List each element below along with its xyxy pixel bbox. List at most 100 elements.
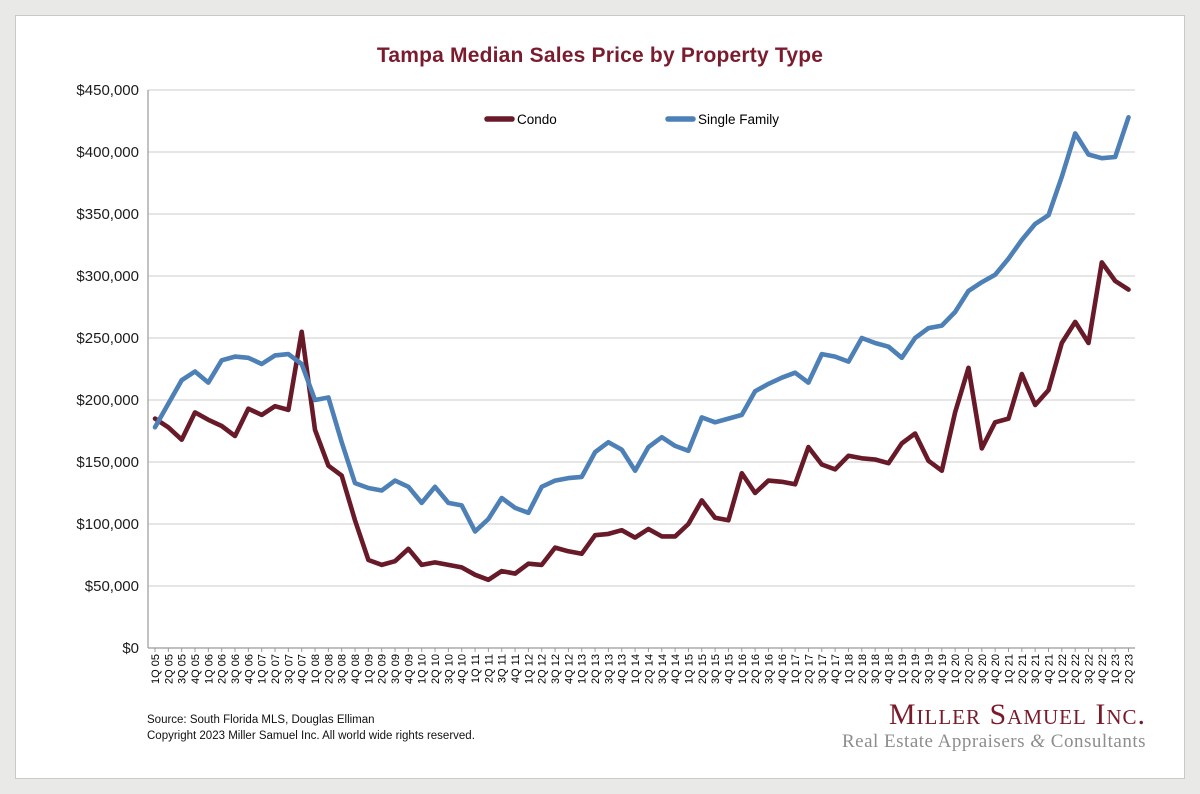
x-axis-label: 1Q 10 <box>417 654 429 684</box>
x-axis-label: 1Q 16 <box>737 654 749 684</box>
x-axis-label: 1Q 18 <box>843 654 855 684</box>
chart-footnote: Source: South Florida MLS, Douglas Ellim… <box>147 712 475 744</box>
x-axis-label: 4Q 12 <box>563 654 575 684</box>
x-axis-label: 3Q 05 <box>177 654 189 684</box>
x-axis-label: 2Q 14 <box>643 654 655 684</box>
x-axis-label: 3Q 22 <box>1083 654 1095 684</box>
x-axis-label: 1Q 07 <box>257 654 269 684</box>
x-axis-label: 3Q 07 <box>283 654 295 684</box>
x-axis-label: 2Q 08 <box>323 654 335 684</box>
x-axis-label: 3Q 17 <box>817 654 829 684</box>
x-axis-label: 1Q 08 <box>310 654 322 684</box>
x-axis-label: 2Q 23 <box>1124 654 1136 684</box>
x-axis-label: 2Q 20 <box>963 654 975 684</box>
x-axis-label: 2Q 10 <box>430 654 442 684</box>
chart-card <box>15 15 1185 779</box>
y-axis-label: $400,000 <box>76 144 139 161</box>
x-axis-label: 3Q 19 <box>923 654 935 684</box>
x-axis-label: 3Q 11 <box>497 654 509 683</box>
x-axis-label: 1Q 15 <box>683 654 695 684</box>
x-axis-label: 4Q 19 <box>937 654 949 684</box>
x-axis-label: 4Q 21 <box>1043 654 1055 684</box>
logo-tagline: Real Estate Appraisers & Consultants <box>842 730 1146 754</box>
y-axis-label: $0 <box>122 640 139 657</box>
x-axis-label: 1Q 17 <box>790 654 802 684</box>
miller-samuel-logo: Miller Samuel Inc. Real Estate Appraiser… <box>842 700 1146 754</box>
y-axis-label: $350,000 <box>76 206 139 223</box>
x-axis-label: 1Q 23 <box>1110 654 1122 684</box>
x-axis-label: 4Q 11 <box>510 654 522 683</box>
series-line-single-family <box>152 115 1131 534</box>
x-axis-label: 3Q 20 <box>977 654 989 684</box>
x-axis-label: 2Q 11 <box>483 654 495 683</box>
x-axis-label: 3Q 13 <box>603 654 615 684</box>
legend-label-single-family: Single Family <box>698 112 779 127</box>
x-axis-label: 2Q 07 <box>270 654 282 684</box>
legend-label-condo: Condo <box>517 112 557 127</box>
x-axis-label: 2Q 09 <box>377 654 389 684</box>
y-axis-label: $450,000 <box>76 82 139 99</box>
x-axis-label: 4Q 15 <box>723 654 735 684</box>
x-axis-label: 1Q 11 <box>470 654 482 683</box>
x-axis-label: 2Q 15 <box>697 654 709 684</box>
y-axis-label: $100,000 <box>76 516 139 533</box>
x-axis-label: 3Q 08 <box>337 654 349 684</box>
x-axis-label: 3Q 06 <box>230 654 242 684</box>
x-axis-label: 3Q 12 <box>550 654 562 684</box>
x-axis-label: 3Q 15 <box>710 654 722 684</box>
x-axis-label: 4Q 16 <box>777 654 789 684</box>
x-axis-label: 2Q 22 <box>1070 654 1082 684</box>
x-axis-label: 2Q 18 <box>857 654 869 684</box>
chart-title: Tampa Median Sales Price by Property Typ… <box>376 44 824 67</box>
x-axis-label: 1Q 13 <box>577 654 589 684</box>
y-axis-label: $250,000 <box>76 330 139 347</box>
x-axis-label: 4Q 20 <box>990 654 1002 684</box>
y-axis-label: $200,000 <box>76 392 139 409</box>
x-axis-label: 1Q 22 <box>1057 654 1069 684</box>
x-axis-label: 4Q 10 <box>457 654 469 684</box>
x-axis-label: 2Q 06 <box>217 654 229 684</box>
x-axis-label: 4Q 22 <box>1097 654 1109 684</box>
logo-ampersand: & <box>1030 731 1046 752</box>
x-axis-label: 3Q 14 <box>657 654 669 684</box>
x-axis-label: 4Q 08 <box>350 654 362 684</box>
y-axis-label: $150,000 <box>76 454 139 471</box>
logo-company-name: Miller Samuel Inc. <box>888 698 1146 731</box>
x-axis-label: 4Q 18 <box>883 654 895 684</box>
x-axis-label: 2Q 16 <box>750 654 762 684</box>
x-axis-label: 4Q 14 <box>670 654 682 684</box>
x-axis-label: 4Q 05 <box>190 654 202 684</box>
x-axis-label: 3Q 09 <box>390 654 402 684</box>
x-axis-label: 1Q 06 <box>203 654 215 684</box>
x-axis-label: 1Q 21 <box>1003 654 1015 684</box>
x-axis-label: 3Q 10 <box>443 654 455 684</box>
y-axis-label: $50,000 <box>85 578 139 595</box>
x-axis-label: 1Q 09 <box>363 654 375 684</box>
x-axis-label: 1Q 20 <box>950 654 962 684</box>
copyright-note: Copyright 2023 Miller Samuel Inc. All wo… <box>147 730 475 742</box>
x-axis-label: 1Q 19 <box>897 654 909 684</box>
x-axis-label: 2Q 21 <box>1017 654 1029 684</box>
x-axis-label: 2Q 13 <box>590 654 602 684</box>
x-axis-label: 3Q 16 <box>763 654 775 684</box>
x-axis-label: 4Q 07 <box>297 654 309 684</box>
series-line-condo <box>152 260 1131 583</box>
x-axis-label: 4Q 17 <box>830 654 842 684</box>
x-axis-label: 4Q 06 <box>243 654 255 684</box>
source-note: Source: South Florida MLS, Douglas Ellim… <box>147 714 375 726</box>
x-axis-label: 1Q 14 <box>630 654 642 684</box>
x-axis-label: 3Q 21 <box>1030 654 1042 684</box>
x-axis-label: 4Q 09 <box>403 654 415 684</box>
logo-tagline-text2: Consultants <box>1045 731 1146 752</box>
x-axis-label: 1Q 12 <box>523 654 535 684</box>
x-axis-label: 2Q 19 <box>910 654 922 684</box>
x-axis-label: 2Q 12 <box>537 654 549 684</box>
x-axis-label: 2Q 17 <box>803 654 815 684</box>
logo-tagline-text: Real Estate Appraisers <box>841 731 1031 752</box>
x-axis-label: 1Q 05 <box>150 654 162 684</box>
y-axis-label: $300,000 <box>76 268 139 285</box>
x-axis-label: 3Q 18 <box>870 654 882 684</box>
x-axis-label: 4Q 13 <box>617 654 629 684</box>
x-axis-label: 2Q 05 <box>163 654 175 684</box>
